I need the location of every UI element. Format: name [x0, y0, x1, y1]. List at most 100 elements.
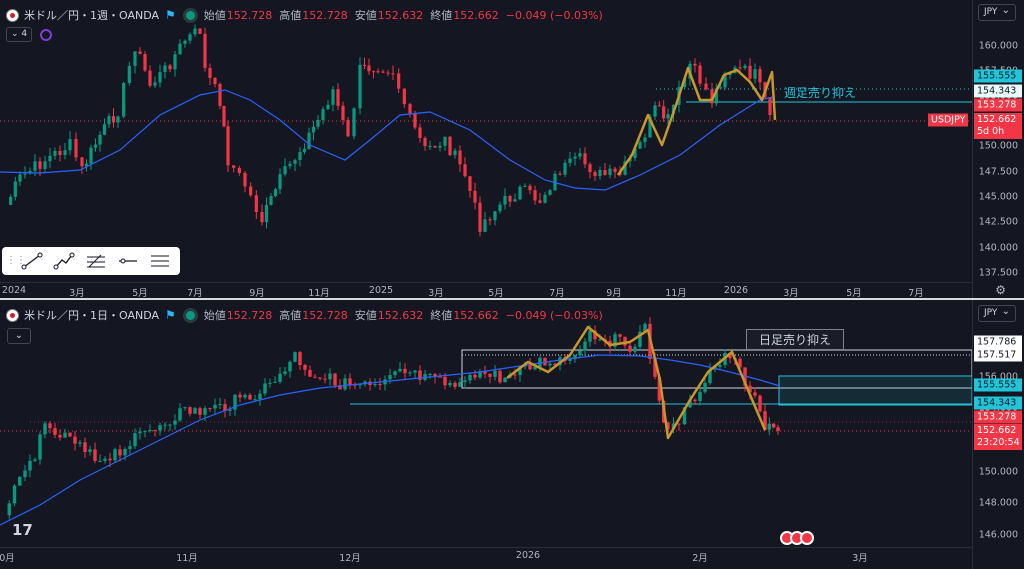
- weekly-candle: [249, 186, 253, 196]
- weekly-legend: 米ドル／円・1週・OANDA ⚑ 始値 152.728 高値 152.728 安値 1…: [6, 7, 610, 23]
- weekly-candle: [38, 161, 42, 169]
- bookmark-flag-icon[interactable]: ⚑: [165, 308, 176, 322]
- weekly-candle: [478, 202, 482, 232]
- weekly-candle: [148, 70, 152, 86]
- daily-candle: [628, 345, 632, 352]
- fib-channel-tool-icon[interactable]: [80, 249, 112, 273]
- daily-candle: [657, 376, 662, 401]
- weekly-candle: [503, 196, 507, 205]
- daily-chart-canvas[interactable]: [0, 300, 972, 547]
- daily-annotation[interactable]: 日足売り抑え: [746, 329, 845, 350]
- daily-candle: [433, 373, 437, 377]
- daily-candle: [123, 448, 127, 456]
- axis-settings-gear-icon[interactable]: ⚙: [995, 283, 1006, 297]
- weekly-candle: [448, 136, 452, 156]
- daily-candle: [48, 423, 52, 429]
- weekly-candle: [89, 147, 93, 164]
- parallel-lines-tool-icon[interactable]: [144, 249, 176, 273]
- weekly-candle: [218, 84, 222, 106]
- drawing-toolbar: ⋮⋮: [2, 247, 180, 275]
- trend-line-tool-icon[interactable]: [16, 249, 48, 273]
- daily-candle: [776, 427, 780, 431]
- weekly-candle: [376, 71, 380, 73]
- weekly-symbol-title[interactable]: 米ドル／円・1週・OANDA: [24, 9, 160, 22]
- usdjpy-flag-icon: [6, 8, 19, 22]
- pane-divider[interactable]: [0, 298, 1024, 300]
- weekly-currency-select[interactable]: JPY: [978, 3, 1016, 21]
- weekly-annotation[interactable]: 週足売り抑え: [784, 86, 857, 100]
- weekly-candle: [74, 139, 78, 158]
- weekly-chart-pane[interactable]: 米ドル／円・1週・OANDA ⚑ 始値 152.728 高値 152.728 安値 1…: [0, 0, 1024, 298]
- weekly-candle: [391, 73, 395, 75]
- weekly-candle: [208, 67, 212, 78]
- weekly-candle: [321, 109, 325, 120]
- weekly-candle: [362, 64, 367, 66]
- weekly-candle: [538, 200, 542, 203]
- daily-candle: [518, 366, 522, 376]
- horizontal-ray-tool-icon[interactable]: [112, 249, 144, 273]
- daily-symbol-title[interactable]: 米ドル／円・1日・OANDA: [24, 309, 160, 322]
- sync-icon[interactable]: [40, 28, 53, 41]
- daily-last-price-tag: 152.662 23:20:54: [974, 424, 1022, 450]
- daily-candle: [578, 350, 582, 356]
- daily-candle: [378, 384, 382, 386]
- change-value: −0.049 (−0.03%): [505, 8, 603, 22]
- indicator-toggle-button[interactable]: ⌄ 4: [6, 27, 33, 42]
- open-label: 始値: [203, 309, 226, 322]
- daily-candle: [358, 384, 362, 386]
- weekly-last-price: 152.662: [977, 114, 1017, 125]
- replay-icon[interactable]: [800, 531, 814, 545]
- high-value: 152.728: [302, 308, 348, 322]
- daily-candle: [338, 385, 342, 390]
- weekly-candle: [714, 88, 718, 104]
- daily-candle: [388, 375, 392, 380]
- daily-candle: [283, 371, 287, 374]
- daily-candle: [488, 373, 492, 377]
- collapse-indicators-button[interactable]: ⌄: [7, 328, 31, 344]
- weekly-candle: [331, 89, 335, 105]
- daily-candle: [418, 370, 422, 380]
- weekly-candle: [311, 126, 316, 133]
- bookmark-flag-icon[interactable]: ⚑: [165, 8, 176, 22]
- weekly-moving-average: [0, 89, 774, 191]
- weekly-candle: [293, 160, 297, 164]
- daily-currency-select[interactable]: JPY: [978, 304, 1016, 322]
- replay-controls[interactable]: [780, 531, 814, 545]
- weekly-sub-legend: ⌄ 4: [6, 27, 53, 42]
- daily-candle: [483, 371, 487, 374]
- daily-time-label: 2月: [692, 553, 708, 564]
- weekly-price-axis[interactable]: JPY 160.000157.500155.000152.500150.0001…: [972, 0, 1024, 298]
- weekly-time-label: 5月: [488, 288, 504, 298]
- weekly-candle: [222, 105, 226, 127]
- weekly-time-axis[interactable]: 2024 3月 5月 7月 9月 11月 2025 3月 5月 7月 9月 11月 2026 3月 5月 7月: [0, 282, 972, 298]
- daily-candle: [343, 378, 347, 390]
- daily-price-axis[interactable]: JPY 156.000154.000152.000150.000148.0001…: [972, 300, 1024, 569]
- tradingview-logo[interactable]: 17: [12, 521, 33, 539]
- weekly-candle: [358, 64, 362, 109]
- path-tool-icon[interactable]: [48, 249, 80, 273]
- daily-candle: [708, 369, 712, 383]
- drag-handle-icon[interactable]: ⋮⋮: [6, 255, 26, 266]
- daily-range-box: [461, 349, 972, 389]
- daily-candle: [513, 374, 517, 376]
- daily-candle: [63, 432, 67, 438]
- daily-resistance-zone: [778, 375, 972, 406]
- low-value: 152.632: [377, 308, 424, 322]
- weekly-candle: [84, 163, 89, 167]
- weekly-candle: [698, 65, 702, 84]
- daily-chart-pane[interactable]: 米ドル／円・1日・OANDA ⚑ 始値 152.728 高値 152.728 安値 1…: [0, 300, 1024, 569]
- weekly-candle: [352, 108, 356, 137]
- daily-candle: [748, 385, 752, 393]
- daily-candle: [323, 378, 327, 380]
- daily-price-label: 150.000: [978, 466, 1018, 478]
- weekly-price-label: 142.500: [978, 216, 1018, 228]
- weekly-candle: [408, 104, 412, 114]
- daily-candle: [18, 477, 22, 486]
- weekly-candle: [381, 71, 385, 73]
- daily-time-axis[interactable]: 10月 11月 12月 2026 2月 3月: [0, 547, 972, 564]
- weekly-candle: [237, 167, 241, 173]
- weekly-chart-canvas[interactable]: [0, 0, 972, 282]
- daily-moving-average: [0, 354, 781, 526]
- weekly-candle: [133, 51, 137, 66]
- indicator-count: 4: [21, 29, 28, 39]
